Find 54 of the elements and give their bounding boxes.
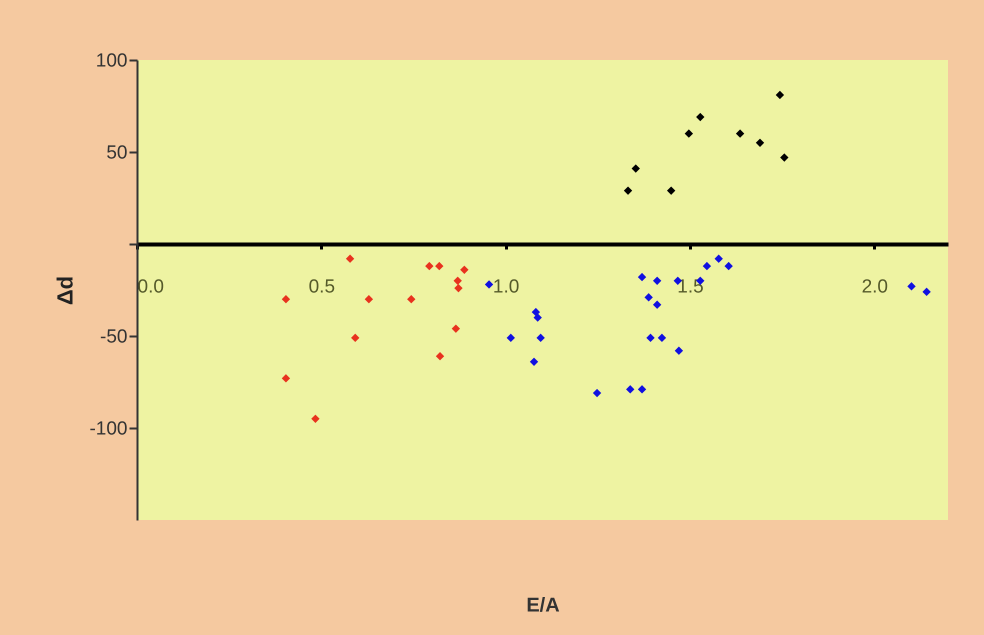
- point: [714, 254, 723, 263]
- point: [460, 266, 469, 274]
- point: [776, 90, 784, 100]
- point: [506, 334, 515, 342]
- y-tick-label: 100: [96, 50, 128, 72]
- point: [454, 284, 463, 292]
- point: [632, 164, 640, 173]
- x-tick-label: 0.5: [308, 276, 336, 298]
- y-tick-label: 50: [106, 142, 128, 164]
- point: [666, 186, 676, 195]
- point: [626, 385, 634, 394]
- point: [624, 186, 632, 195]
- x-tick-label: 0.0: [138, 276, 164, 298]
- point: [652, 300, 662, 309]
- point: [534, 313, 542, 322]
- point: [736, 129, 744, 138]
- point: [436, 352, 444, 360]
- x-tick-label: 2.0: [862, 276, 888, 298]
- point: [684, 129, 694, 138]
- point: [530, 358, 538, 366]
- point: [644, 293, 653, 302]
- point: [484, 280, 494, 289]
- point: [351, 334, 360, 342]
- y-tick-label: -50: [100, 326, 128, 348]
- point: [407, 295, 416, 304]
- point: [652, 276, 662, 285]
- point: [638, 385, 646, 394]
- y-tick-label: -100: [89, 418, 128, 440]
- point: [724, 262, 733, 270]
- point: [780, 153, 789, 162]
- point: [435, 262, 444, 270]
- x-tick-label: 1.0: [492, 276, 520, 298]
- point: [532, 308, 540, 316]
- point: [282, 295, 290, 304]
- point: [425, 262, 434, 270]
- point: [674, 346, 684, 355]
- point: [364, 295, 374, 304]
- y-axis-title: Δd: [52, 276, 78, 306]
- point: [646, 334, 655, 342]
- point: [907, 282, 916, 291]
- point: [452, 324, 460, 333]
- point: [702, 262, 712, 270]
- point: [696, 112, 704, 122]
- point: [638, 272, 646, 282]
- point: [658, 334, 666, 342]
- point: [756, 138, 764, 147]
- point: [536, 334, 545, 342]
- point: [282, 374, 290, 383]
- x-axis-title: E/A: [526, 594, 560, 616]
- point: [454, 276, 462, 285]
- point: [311, 414, 320, 423]
- point: [346, 254, 354, 263]
- point: [592, 388, 602, 398]
- point: [922, 288, 931, 296]
